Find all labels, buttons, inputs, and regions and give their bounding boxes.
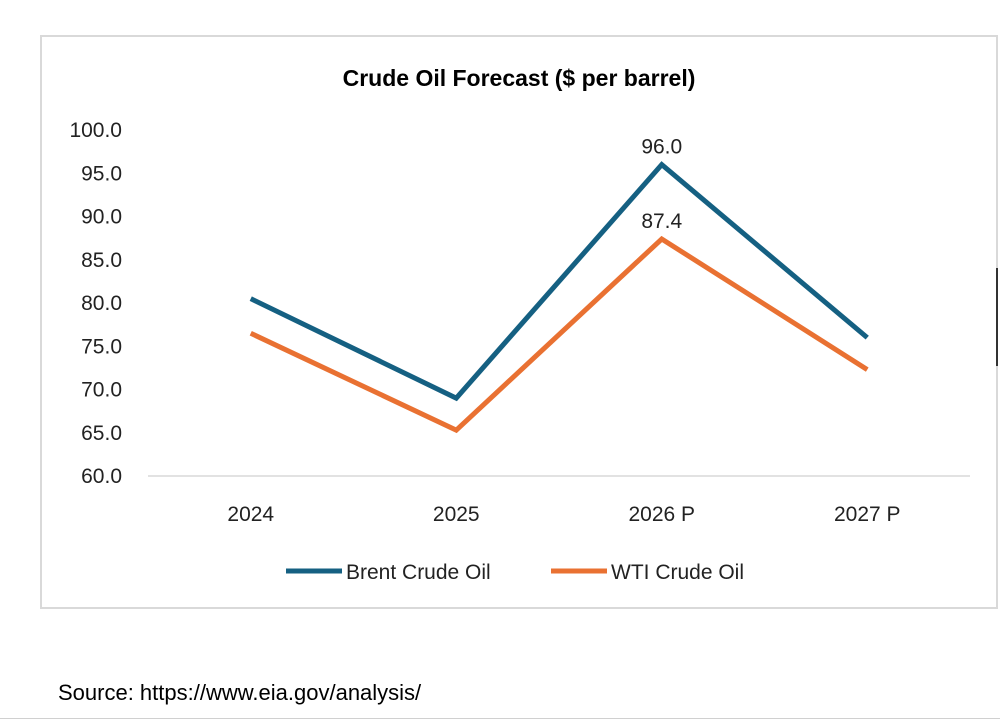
x-axis-ticks: 2024 2025 2026 P 2027 P: [227, 503, 900, 526]
x-tick-label: 2024: [227, 503, 274, 526]
y-tick-label: 95.0: [81, 162, 122, 185]
y-tick-label: 100.0: [69, 119, 122, 142]
data-labels: 96.0 87.4: [641, 136, 682, 233]
divider: [0, 718, 1000, 719]
y-tick-label: 85.0: [81, 249, 122, 272]
x-tick-label: 2026 P: [628, 503, 695, 526]
y-tick-label: 80.0: [81, 292, 122, 315]
series-line-wti: [249, 235, 869, 434]
y-tick-label: 60.0: [81, 465, 122, 488]
y-tick-label: 65.0: [81, 422, 122, 445]
chart-frame: [40, 35, 998, 609]
legend-label: Brent Crude Oil: [346, 561, 491, 584]
source-note: Source: https://www.eia.gov/analysis/: [58, 680, 422, 705]
legend: Brent Crude Oil WTI Crude Oil: [286, 561, 744, 584]
chart-title: Crude Oil Forecast ($ per barrel): [343, 65, 696, 91]
data-label: 87.4: [641, 210, 682, 233]
y-tick-label: 75.0: [81, 335, 122, 358]
y-axis-ticks: 60.0 65.0 70.0 75.0 80.0 85.0 90.0 95.0 100.0: [69, 119, 122, 488]
y-tick-label: 90.0: [81, 206, 122, 229]
data-label: 96.0: [641, 136, 682, 159]
series-lines: [249, 161, 869, 434]
legend-label: WTI Crude Oil: [611, 561, 744, 584]
x-tick-label: 2027 P: [834, 503, 901, 526]
series-line-brent: [249, 161, 869, 402]
y-tick-label: 70.0: [81, 379, 122, 402]
x-tick-label: 2025: [433, 503, 480, 526]
edge-bar: [996, 268, 998, 366]
